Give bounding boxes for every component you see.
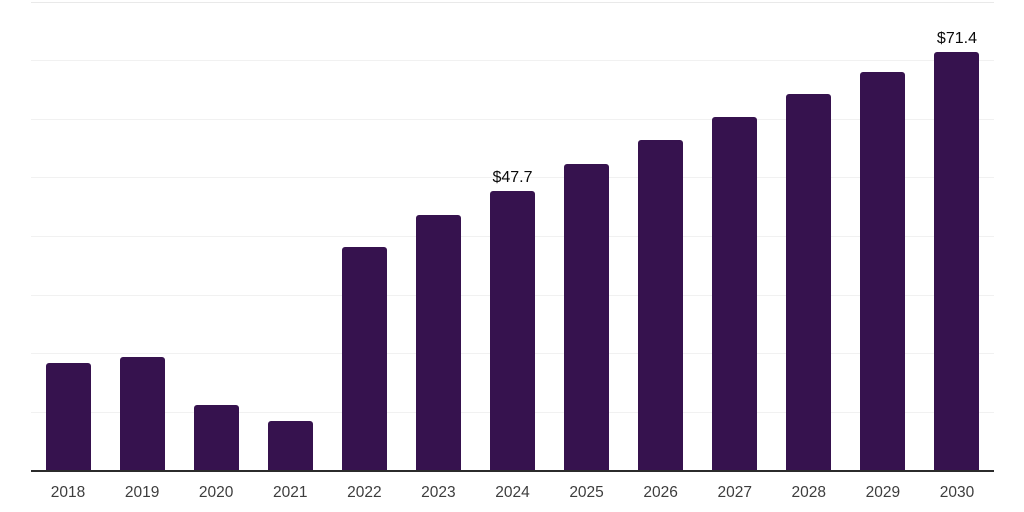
- bar-2023: [415, 214, 461, 471]
- x-axis-label-2024: 2024: [495, 484, 530, 501]
- x-axis-label-2020: 2020: [198, 484, 234, 501]
- bar-2025: [564, 163, 610, 471]
- gridline-50: [31, 177, 994, 179]
- x-axis-label-2021: 2021: [273, 484, 308, 501]
- x-axis-label-2023: 2023: [421, 484, 456, 501]
- x-axis-label-2027: 2027: [717, 484, 752, 501]
- bar-2022: [341, 247, 387, 471]
- bar-2019: [119, 356, 165, 471]
- x-axis-label-2029: 2029: [865, 484, 901, 501]
- x-axis-label-2028: 2028: [791, 484, 827, 501]
- x-axis-label-2022: 2022: [347, 484, 382, 501]
- value-label-2024: $47.7: [492, 169, 533, 187]
- bar-2026: [638, 139, 684, 471]
- bar-2030: [934, 52, 980, 471]
- gridline-70: [31, 60, 994, 62]
- bar-2028: [786, 94, 832, 471]
- x-axis-label-2030: 2030: [939, 484, 975, 501]
- bar-2020: [193, 404, 239, 471]
- bar-2021: [267, 421, 313, 471]
- bar-2027: [712, 116, 758, 471]
- x-axis-label-2018: 2018: [50, 484, 86, 501]
- x-axis-label-2026: 2026: [643, 484, 678, 501]
- gridline-60: [31, 118, 994, 120]
- x-axis-line: [31, 470, 994, 472]
- x-axis-label-2019: 2019: [124, 484, 160, 501]
- value-label-2030: $71.4: [936, 30, 977, 48]
- bar-2024: [490, 191, 535, 471]
- bar-2018: [45, 363, 91, 471]
- x-axis-label-2025: 2025: [569, 484, 604, 501]
- gridline-80: [31, 1, 994, 3]
- bar-2029: [860, 72, 906, 471]
